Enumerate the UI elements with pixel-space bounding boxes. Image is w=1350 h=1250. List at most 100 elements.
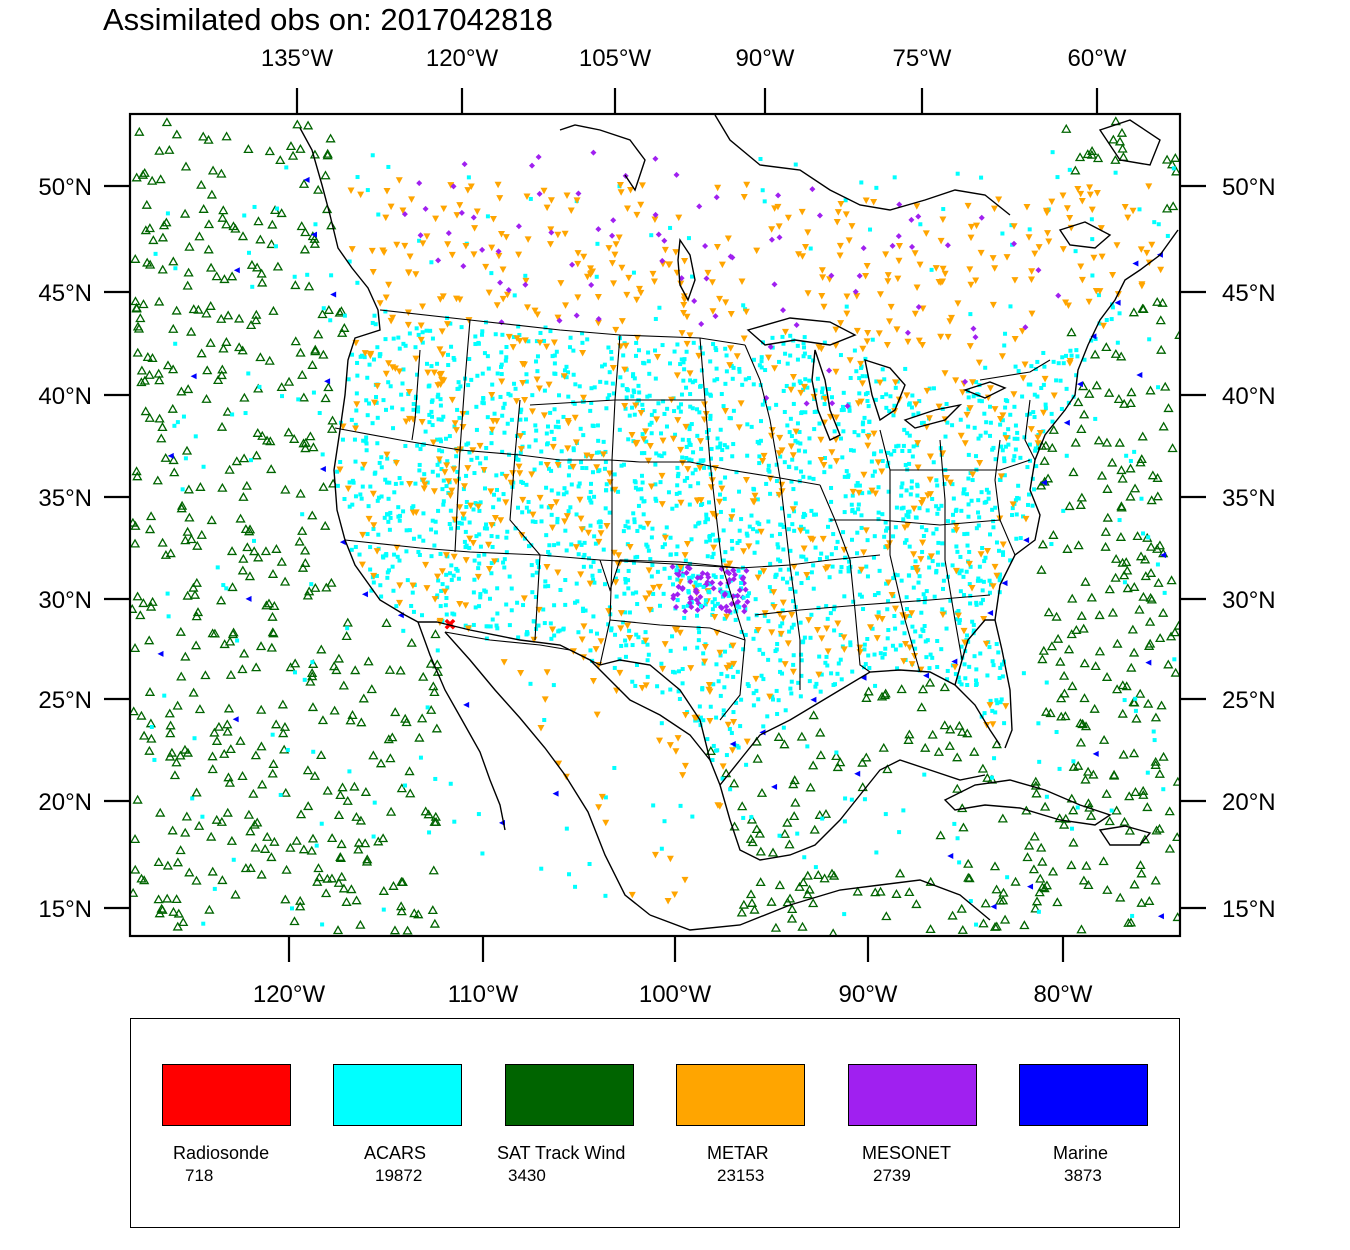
obs-marker-acars — [561, 414, 566, 419]
obs-marker-sat — [828, 870, 840, 880]
obs-marker-acars — [1122, 580, 1127, 585]
obs-marker-sat — [320, 393, 331, 403]
obs-marker-sat — [171, 894, 182, 904]
obs-marker-acars — [535, 369, 540, 374]
obs-marker-acars — [375, 498, 380, 503]
obs-marker-acars — [212, 886, 217, 891]
obs-marker-sat — [225, 669, 237, 679]
obs-marker-sat — [384, 664, 396, 674]
obs-marker-metar — [683, 541, 691, 548]
obs-marker-metar — [450, 466, 458, 473]
obs-marker-acars — [561, 627, 566, 632]
legend-label-metar: METAR — [707, 1143, 769, 1163]
obs-marker-acars — [993, 457, 998, 462]
obs-marker-meso — [470, 214, 477, 221]
obs-marker-acars — [977, 515, 982, 520]
obs-marker-sat — [281, 864, 292, 874]
obs-marker-acars — [1005, 875, 1010, 880]
obs-marker-acars — [708, 472, 713, 477]
obs-marker-sat — [409, 908, 420, 918]
obs-marker-sat — [1076, 610, 1087, 620]
obs-marker-metar — [567, 207, 575, 215]
obs-marker-acars — [504, 602, 509, 607]
obs-marker-metar — [443, 462, 451, 469]
obs-marker-sat — [224, 464, 235, 474]
obs-marker-acars — [464, 499, 469, 504]
obs-marker-sat — [295, 895, 306, 905]
obs-marker-sat — [356, 717, 367, 727]
obs-marker-meso — [909, 243, 916, 250]
obs-marker-acars — [221, 583, 226, 588]
obs-marker-acars — [567, 459, 572, 464]
obs-marker-marine — [232, 716, 239, 723]
obs-marker-metar — [421, 481, 429, 489]
obs-marker-acars — [703, 598, 708, 603]
obs-marker-sat — [350, 665, 361, 675]
obs-marker-sat — [191, 875, 202, 885]
obs-marker-metar — [719, 763, 727, 770]
obs-marker-metar — [543, 461, 551, 469]
obs-marker-metar — [522, 277, 530, 285]
obs-marker-acars — [418, 447, 423, 452]
obs-marker-metar — [817, 436, 825, 444]
obs-marker-acars — [774, 572, 779, 577]
obs-marker-metar — [740, 548, 748, 555]
obs-marker-acars — [898, 643, 903, 648]
obs-marker-sat — [306, 845, 317, 855]
obs-marker-acars — [813, 388, 818, 393]
obs-marker-metar — [419, 303, 427, 310]
obs-marker-acars — [963, 676, 968, 681]
obs-marker-sat — [1152, 491, 1163, 501]
obs-marker-acars — [802, 335, 807, 340]
obs-marker-acars — [872, 451, 877, 456]
obs-marker-metar — [645, 590, 653, 598]
obs-marker-acars — [828, 464, 833, 469]
obs-marker-sat — [144, 369, 155, 379]
obs-marker-sat — [192, 607, 204, 617]
obs-marker-acars — [915, 484, 920, 489]
obs-marker-acars — [502, 565, 507, 570]
obs-marker-sat — [935, 830, 946, 840]
obs-marker-acars — [567, 465, 572, 470]
obs-marker-acars — [717, 444, 722, 449]
obs-marker-sat — [1139, 834, 1151, 844]
obs-marker-metar — [680, 296, 688, 304]
obs-marker-acars — [364, 441, 369, 446]
obs-marker-sat — [156, 433, 167, 443]
obs-marker-acars — [494, 473, 499, 478]
obs-marker-metar — [787, 386, 795, 394]
obs-marker-acars — [820, 386, 825, 391]
obs-marker-acars — [384, 480, 389, 485]
obs-marker-metar — [749, 498, 757, 505]
obs-marker-metar — [642, 595, 650, 602]
obs-marker-acars — [375, 415, 380, 420]
obs-marker-metar — [533, 311, 541, 319]
obs-marker-acars — [478, 500, 483, 505]
obs-marker-acars — [292, 670, 297, 675]
obs-marker-sat — [305, 431, 316, 441]
obs-marker-metar — [610, 280, 618, 287]
obs-marker-acars — [509, 417, 514, 422]
obs-marker-acars — [489, 431, 494, 436]
obs-marker-acars — [397, 558, 402, 563]
obs-marker-acars — [372, 357, 377, 362]
obs-marker-sat — [183, 267, 194, 277]
obs-marker-acars — [626, 568, 631, 573]
obs-marker-sat — [160, 452, 171, 462]
obs-marker-acars — [731, 710, 736, 715]
obs-marker-acars — [474, 534, 479, 539]
obs-marker-acars — [588, 489, 593, 494]
obs-marker-sat — [164, 751, 176, 761]
obs-marker-marine — [947, 852, 954, 859]
obs-marker-acars — [579, 460, 584, 465]
obs-marker-acars — [965, 531, 970, 536]
coastline-central-america — [649, 879, 991, 931]
obs-marker-metar — [857, 360, 865, 368]
obs-marker-metar — [922, 230, 930, 237]
obs-marker-acars — [1030, 503, 1035, 508]
obs-marker-sat — [307, 360, 318, 369]
obs-marker-acars — [604, 380, 609, 385]
obs-marker-acars — [183, 456, 188, 461]
obs-marker-metar — [800, 383, 808, 391]
obs-marker-metar — [1090, 254, 1098, 262]
